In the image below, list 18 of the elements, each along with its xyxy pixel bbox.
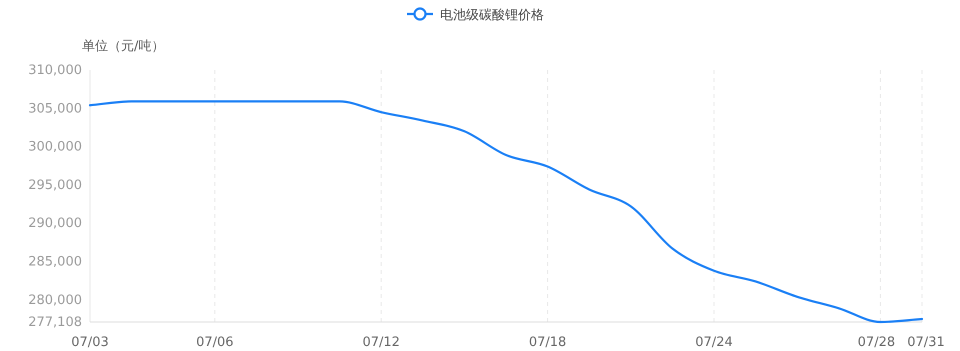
line-series: [88, 100, 924, 324]
x-tick-label: 07/06: [196, 335, 234, 350]
x-tick-label: 07/31: [907, 335, 945, 350]
y-tick-label: 277,108: [28, 315, 82, 330]
x-tick-label: 07/28: [858, 335, 896, 350]
x-tick-label: 07/18: [528, 335, 566, 350]
legend-label: 电池级碳酸锂价格: [440, 8, 544, 23]
y-tick-label: 280,000: [28, 292, 82, 308]
y-tick-label: 310,000: [28, 63, 82, 78]
y-tick-label: 295,000: [28, 178, 82, 193]
y-axis-title: 单位（元/吨）: [82, 39, 164, 54]
x-tick-label: 07/24: [695, 335, 733, 350]
y-tick-label: 290,000: [28, 216, 82, 232]
y-tick-label: 285,000: [28, 254, 82, 270]
y-tick-label: 300,000: [28, 140, 82, 155]
x-tick-label: 07/12: [362, 335, 400, 350]
y-tick-label: 305,000: [28, 101, 82, 116]
x-tick-label: 07/03: [71, 335, 109, 350]
